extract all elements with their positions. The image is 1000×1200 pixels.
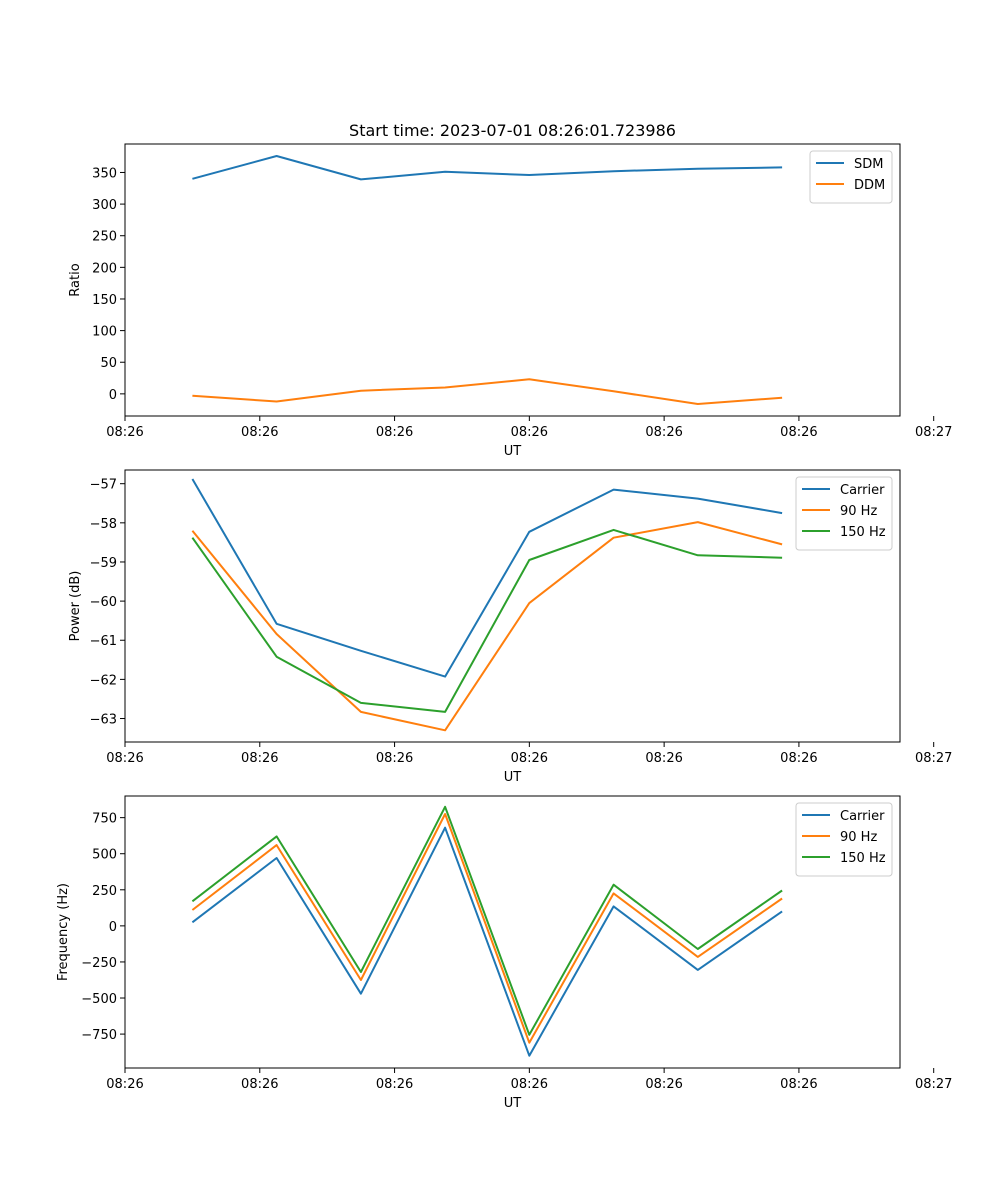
y-tick-label: −61	[90, 634, 117, 649]
series-line-90-hz	[191, 813, 783, 1044]
legend-label: Carrier	[840, 809, 885, 824]
series-line-sdm	[192, 155, 783, 181]
series-line-150-hz	[191, 805, 783, 1036]
legend-label: 150 Hz	[840, 851, 886, 866]
x-tick-label: 08:26	[376, 425, 413, 440]
series-line-90-hz	[191, 521, 783, 732]
y-tick-label: 750	[92, 812, 117, 827]
y-tick-label: −500	[81, 992, 117, 1007]
x-tick-label: 08:26	[511, 1077, 548, 1092]
chart-panel-1: Start time: 2023-07-01 08:26:01.723986 08…	[68, 121, 952, 459]
series-line-150-hz	[191, 528, 783, 713]
legend-label: DDM	[854, 178, 885, 193]
plot-area	[124, 143, 901, 417]
y-tick-label: 250	[92, 230, 117, 245]
y-tick-label: 500	[92, 848, 117, 863]
series-line-carrier	[191, 826, 783, 1057]
series-line-ddm	[192, 378, 783, 405]
x-tick-label: 08:26	[780, 1077, 817, 1092]
y-tick-label: 250	[92, 884, 117, 899]
x-tick-label: 08:27	[915, 1077, 952, 1092]
legend-label: 150 Hz	[840, 525, 886, 540]
y-tick-label: 300	[92, 198, 117, 213]
x-tick-label: 08:26	[645, 1077, 682, 1092]
chart-panel-2: 08:26 08:26 08:26 08:26 08:26 08:26 08:27 −63 −6…	[68, 469, 952, 785]
x-tick-label: 08:26	[106, 425, 143, 440]
y-axis-label: Frequency (Hz)	[56, 883, 71, 981]
legend: Carrier 90 Hz 150 Hz	[795, 802, 893, 877]
y-axis-label: Power (dB)	[68, 571, 83, 642]
legend-label: SDM	[854, 157, 883, 172]
y-tick-label: 100	[92, 325, 117, 340]
y-tick-label: −250	[81, 956, 117, 971]
x-tick-label: 08:26	[106, 751, 143, 766]
chart-panel-3: 08:26 08:26 08:26 08:26 08:26 08:26 08:27 −750 −…	[56, 795, 952, 1111]
y-tick-label: 350	[92, 166, 117, 181]
x-tick-label: 08:26	[376, 751, 413, 766]
x-tick-label: 08:26	[241, 751, 278, 766]
y-tick-label: 200	[92, 261, 117, 276]
y-tick-label: −57	[90, 478, 117, 493]
x-tick-label: 08:26	[780, 425, 817, 440]
legend-label: 90 Hz	[840, 830, 877, 845]
y-tick-label: 150	[92, 293, 117, 308]
x-axis-label: UT	[504, 444, 522, 459]
x-tick-label: 08:26	[780, 751, 817, 766]
x-tick-label: 08:26	[511, 425, 548, 440]
y-tick-label: −63	[90, 713, 117, 728]
y-axis-label: Ratio	[68, 263, 83, 296]
plot-area	[124, 469, 901, 743]
x-tick-label: 08:27	[915, 425, 952, 440]
y-tick-label: −750	[81, 1028, 117, 1043]
y-tick-label: −59	[90, 556, 117, 571]
legend-label: Carrier	[840, 483, 885, 498]
x-axis-label: UT	[504, 1096, 522, 1111]
x-tick-label: 08:26	[645, 751, 682, 766]
x-tick-label: 08:26	[511, 751, 548, 766]
legend: SDM DDM	[809, 150, 893, 204]
chart-title: Start time: 2023-07-01 08:26:01.723986	[349, 121, 676, 140]
y-tick-label: −62	[90, 673, 117, 688]
x-tick-label: 08:26	[645, 425, 682, 440]
x-tick-label: 08:26	[241, 1077, 278, 1092]
plot-area	[124, 795, 901, 1069]
y-tick-label: −58	[90, 517, 117, 532]
x-tick-label: 08:26	[241, 425, 278, 440]
legend-label: 90 Hz	[840, 504, 877, 519]
x-tick-label: 08:26	[106, 1077, 143, 1092]
x-tick-label: 08:26	[376, 1077, 413, 1092]
y-tick-label: 50	[100, 356, 117, 371]
series-line-carrier	[191, 478, 783, 678]
y-tick-label: 0	[109, 388, 117, 403]
y-tick-label: −60	[90, 595, 117, 610]
y-tick-label: 0	[109, 920, 117, 935]
x-axis-label: UT	[504, 770, 522, 785]
legend: Carrier 90 Hz 150 Hz	[795, 476, 893, 551]
x-tick-label: 08:27	[915, 751, 952, 766]
